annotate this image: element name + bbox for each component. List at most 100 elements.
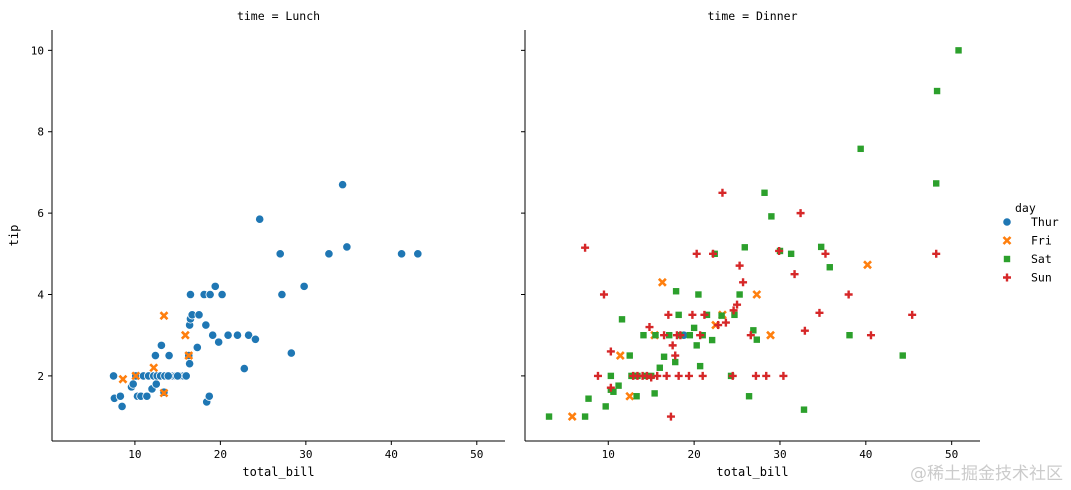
data-point (585, 395, 592, 402)
data-point (581, 243, 590, 252)
legend-title: day (1015, 201, 1036, 215)
data-point (324, 249, 334, 259)
data-point (664, 310, 673, 319)
data-point (217, 289, 227, 300)
data-point (626, 352, 633, 359)
y-tick-label: 2 (37, 370, 44, 383)
square-marker-icon (1003, 255, 1011, 263)
y-axis-title: tip (7, 225, 21, 247)
data-point (714, 321, 723, 330)
legend-entry-sun: Sun (1003, 271, 1052, 285)
data-point (666, 331, 673, 339)
data-point (651, 390, 658, 397)
data-point (606, 383, 615, 392)
y-tick-label: 10 (31, 44, 44, 57)
legend-label: Fri (1031, 234, 1052, 248)
data-point (846, 331, 853, 339)
data-point (729, 306, 738, 315)
data-point (593, 371, 602, 380)
data-point (766, 330, 775, 340)
data-point (618, 316, 626, 323)
data-point (908, 310, 917, 319)
data-point (933, 180, 940, 187)
data-point (698, 371, 707, 380)
data-point (745, 393, 753, 400)
y-tick-label: 4 (37, 289, 44, 302)
data-point (545, 413, 553, 420)
data-point (159, 388, 169, 398)
data-point (210, 281, 220, 291)
data-point (208, 330, 218, 340)
facet-title: time = Dinner (707, 9, 797, 23)
data-point (625, 391, 635, 401)
x-tick-label: 40 (859, 448, 872, 461)
data-point (615, 351, 625, 360)
data-point (672, 358, 679, 366)
data-point (173, 371, 183, 381)
data-point (413, 249, 423, 259)
x-tick-label: 10 (602, 448, 615, 461)
x-tick-label: 50 (470, 448, 483, 461)
data-point (696, 331, 705, 340)
data-point (201, 320, 211, 330)
data-point (775, 246, 784, 255)
data-point (857, 145, 864, 153)
legend-label: Sun (1031, 271, 1052, 285)
data-point (118, 374, 128, 384)
data-point (205, 289, 215, 300)
series-thur (108, 180, 423, 412)
data-point (277, 289, 287, 300)
data-point (656, 364, 663, 371)
data-point (633, 393, 640, 400)
data-point (932, 249, 941, 258)
data-point (194, 310, 204, 320)
legend-label: Sat (1031, 252, 1052, 266)
data-point (695, 291, 702, 298)
data-point (844, 290, 853, 299)
data-point (581, 413, 589, 420)
data-point (787, 250, 795, 258)
x-marker-icon (1002, 236, 1012, 245)
legend-label: Thur (1031, 215, 1059, 229)
data-point (192, 342, 202, 353)
data-point (606, 347, 615, 356)
data-point (718, 188, 727, 197)
data-point (761, 189, 768, 196)
data-point (815, 308, 824, 317)
data-point (762, 371, 771, 380)
x-tick-label: 20 (687, 448, 700, 461)
data-point (736, 291, 743, 298)
data-point (164, 350, 174, 361)
y-tick-label: 8 (37, 126, 44, 139)
facet-title: time = Lunch (237, 9, 320, 23)
plus-marker-icon (1003, 273, 1011, 282)
circle-marker-icon (1002, 217, 1012, 227)
data-point (396, 249, 407, 259)
series-sun (581, 188, 941, 421)
data-point (690, 324, 698, 332)
data-point (180, 330, 190, 340)
data-point (128, 379, 138, 389)
data-point (185, 289, 196, 300)
data-point (117, 401, 127, 412)
data-point (255, 214, 265, 224)
data-point (686, 331, 694, 339)
legend-entry-fri: Fri (1002, 234, 1052, 248)
data-point (232, 330, 243, 340)
data-point (796, 209, 805, 218)
data-point (692, 249, 701, 258)
x-tick-label: 10 (128, 448, 141, 461)
data-point (239, 363, 249, 374)
data-point (338, 180, 348, 190)
data-point (735, 261, 744, 270)
data-point (286, 348, 296, 358)
data-point (250, 334, 261, 344)
y-tick-label: 6 (37, 207, 44, 220)
data-point (696, 362, 704, 370)
x-axis-title: total_bill (242, 465, 314, 479)
x-tick-label: 30 (773, 448, 786, 461)
data-point (708, 336, 716, 344)
data-point (275, 249, 285, 259)
x-tick-label: 40 (385, 448, 398, 461)
